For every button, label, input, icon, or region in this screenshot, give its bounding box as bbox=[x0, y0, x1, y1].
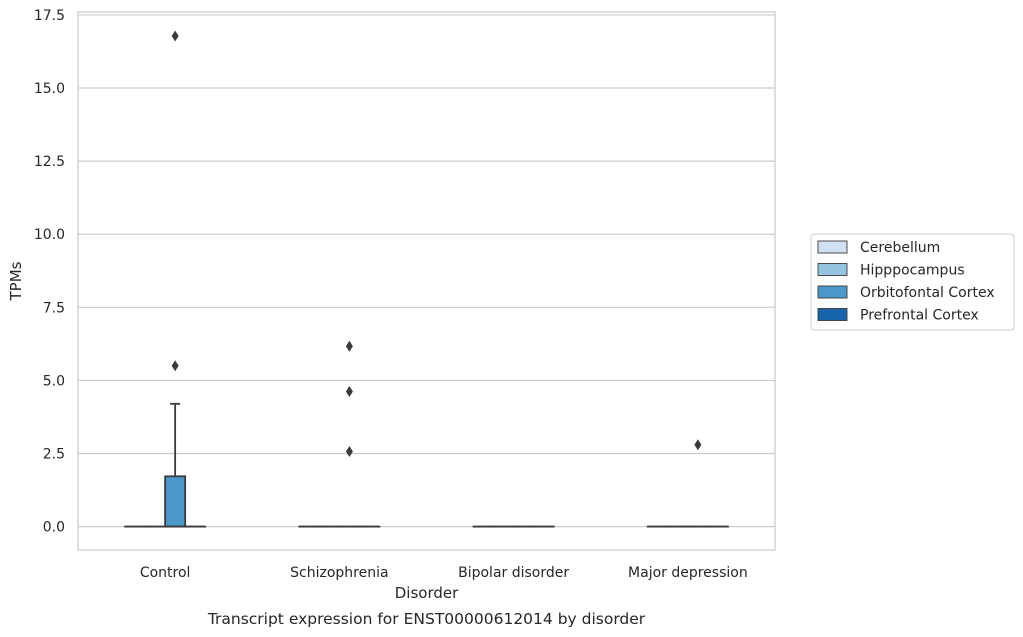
x-axis-label: Disorder bbox=[395, 584, 459, 602]
legend-entry: Cerebellum bbox=[817, 240, 940, 256]
legend-swatch bbox=[817, 308, 848, 321]
x-tick-label: Bipolar disorder bbox=[458, 565, 569, 581]
y-tick-label: 15.0 bbox=[34, 81, 65, 97]
legend-label: Orbitofontal Cortex bbox=[860, 285, 995, 301]
legend-label: Prefrontal Cortex bbox=[860, 308, 979, 324]
legend-label: Cerebellum bbox=[860, 240, 940, 256]
outlier-point bbox=[345, 386, 353, 398]
legend-entry: Hipppocampus bbox=[817, 263, 965, 279]
outlier-point bbox=[694, 439, 702, 451]
y-tick-label: 12.5 bbox=[34, 154, 65, 170]
legend-swatch bbox=[817, 263, 848, 276]
plot-area-frame bbox=[77, 11, 776, 551]
legend-entry: Prefrontal Cortex bbox=[817, 308, 979, 324]
outlier-point bbox=[171, 360, 179, 372]
legend-entry: Orbitofontal Cortex bbox=[817, 285, 995, 301]
grid-lines bbox=[78, 14, 775, 528]
y-tick-label: 7.5 bbox=[43, 300, 65, 316]
legend-entries: Cerebellum Hipppocampus Orbitofontal Corte… bbox=[817, 240, 995, 324]
legend-swatch bbox=[817, 285, 848, 299]
x-tick-label: Control bbox=[140, 565, 191, 581]
y-tick-label: 2.5 bbox=[43, 447, 65, 463]
legend-label: Hipppocampus bbox=[860, 263, 965, 279]
box-rect bbox=[164, 475, 187, 528]
y-tick-label: 5.0 bbox=[43, 373, 65, 389]
box-element bbox=[164, 30, 187, 528]
y-tick-label: 0.0 bbox=[43, 520, 65, 536]
x-tick-label: Major depression bbox=[628, 565, 748, 581]
chart-caption: Transcript expression for ENST0000061201… bbox=[207, 610, 646, 628]
outlier-point bbox=[345, 340, 353, 352]
y-tick-label: 17.5 bbox=[34, 8, 65, 24]
legend-swatch bbox=[817, 240, 848, 254]
box-element bbox=[338, 340, 361, 528]
y-axis-label: TPMs bbox=[7, 261, 25, 301]
x-axis-ticks: Control Schizophrenia Bipolar disorder Majo… bbox=[140, 565, 748, 581]
legend-frame bbox=[810, 233, 1015, 331]
y-axis-ticks: 0.0 2.5 5.0 7.5 10.0 12.5 15.0 17.5 bbox=[34, 8, 65, 536]
outlier-point bbox=[171, 30, 179, 42]
y-tick-label: 10.0 bbox=[34, 227, 65, 243]
box-element bbox=[686, 439, 709, 528]
legend: Cerebellum Hipppocampus Orbitofontal Corte… bbox=[810, 233, 1015, 331]
x-tick-label: Schizophrenia bbox=[290, 565, 388, 581]
outlier-point bbox=[345, 445, 353, 457]
boxes bbox=[124, 30, 729, 528]
